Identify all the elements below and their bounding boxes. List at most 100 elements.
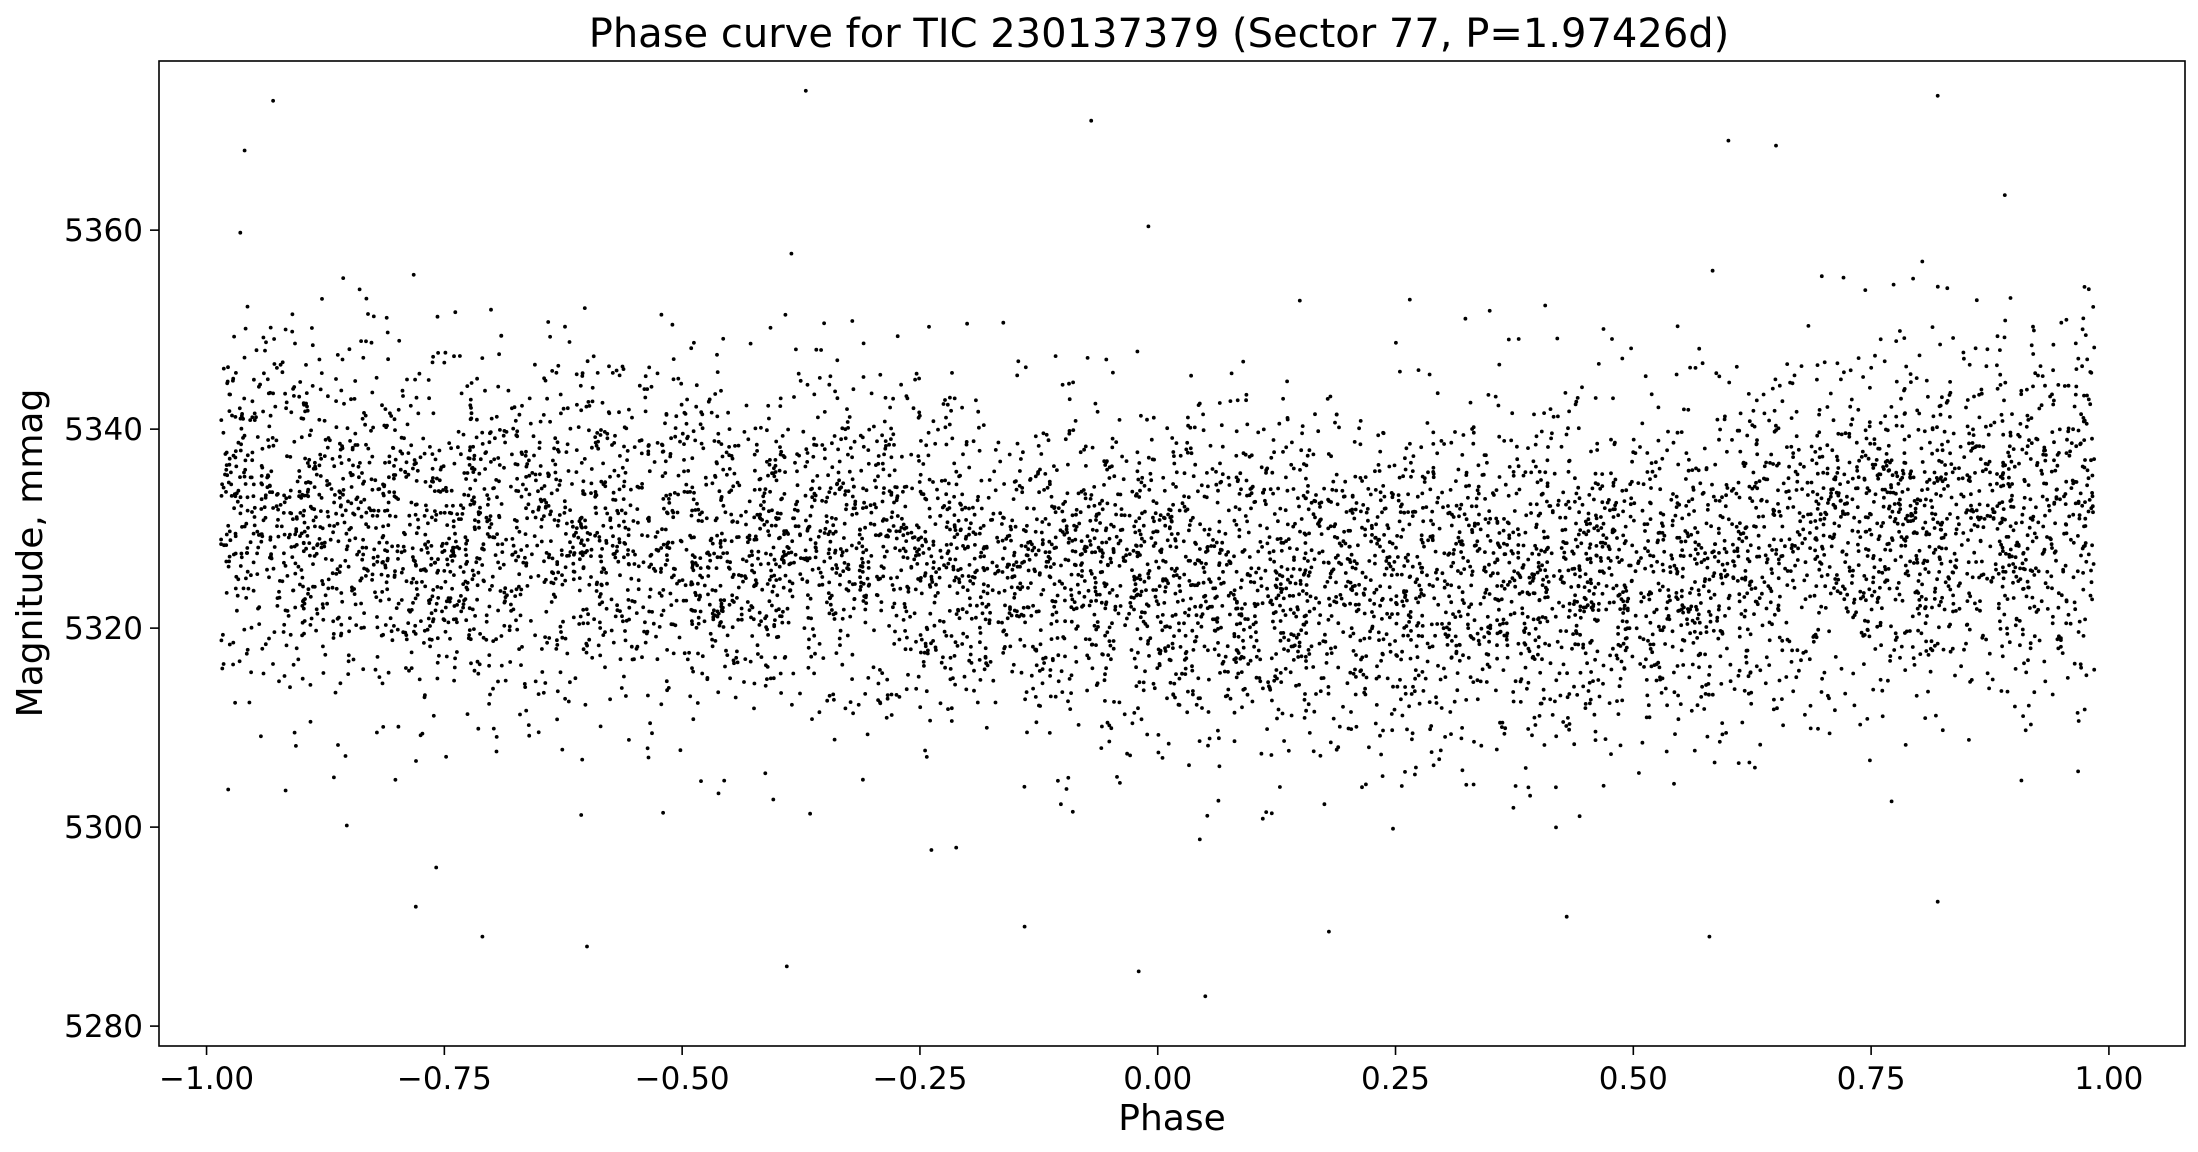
data-point [816,415,820,420]
data-point [869,510,874,515]
data-point [1142,579,1147,584]
data-point [1020,585,1025,589]
data-point [717,489,722,494]
data-point [789,251,794,256]
data-point [1291,466,1296,471]
data-point [431,479,435,484]
data-point [1935,425,1939,430]
data-point [1781,481,1786,486]
data-point [1372,602,1377,606]
data-point [1959,492,1964,497]
data-point [1322,486,1326,491]
data-point [1265,586,1269,591]
data-point [1111,524,1116,529]
data-point [713,473,717,478]
data-point [609,525,614,530]
data-point [968,579,973,583]
data-point [696,651,700,656]
data-point [828,529,832,534]
data-point [603,506,608,511]
data-point [695,501,699,506]
data-point [2006,467,2011,471]
data-point [1110,621,1114,626]
data-point [1307,448,1312,453]
data-point [261,409,265,414]
data-point [611,497,615,502]
data-point [839,437,843,442]
data-point [1900,468,1905,473]
data-point [370,578,374,582]
data-point [331,619,336,624]
data-point [238,230,243,235]
data-point [1926,570,1931,575]
data-point [1196,489,1200,494]
data-point [573,676,578,681]
data-point [596,439,600,444]
data-point [1040,542,1045,547]
data-point [1666,429,1670,434]
data-point [659,613,664,617]
data-point [1743,461,1748,466]
data-point [442,360,447,365]
data-point [443,629,448,634]
data-point [281,511,286,515]
data-point [442,569,447,573]
data-point [990,588,995,593]
data-point [1276,707,1281,712]
data-point [739,612,744,617]
data-point [301,401,306,406]
data-point [993,571,997,576]
data-point [1354,675,1358,679]
data-point [2011,596,2016,600]
data-point [626,552,630,557]
data-point [2031,352,2036,356]
data-point [1967,441,1971,446]
data-point [1881,521,1885,525]
data-point [1013,524,1018,529]
data-point [311,562,315,566]
data-point [854,546,859,551]
data-point [713,588,718,593]
data-point [291,517,295,521]
data-point [1101,551,1105,555]
data-point [752,706,756,711]
data-point [1232,597,1237,601]
data-point [1549,436,1553,441]
data-point [2008,430,2013,435]
data-point [513,550,518,555]
data-point [1253,614,1257,619]
data-point [1079,539,1084,543]
data-point [901,546,906,551]
data-point [1862,662,1866,666]
data-point [2088,593,2093,598]
data-point [1900,598,1905,603]
data-point [1220,444,1225,449]
data-point [2090,473,2095,478]
data-point [768,552,773,557]
data-point [2053,521,2058,526]
data-point [1502,586,1507,591]
data-point [293,561,298,566]
data-point [1033,434,1038,439]
data-point [484,619,489,624]
data-point [409,443,414,448]
data-point [578,383,583,388]
data-point [561,619,565,624]
data-point [1501,528,1506,533]
data-point [1747,484,1752,489]
data-point [2018,422,2023,426]
data-point [428,624,432,628]
data-point [1675,571,1679,576]
data-point [1447,627,1452,632]
data-point [1117,700,1122,705]
data-point [903,504,908,509]
data-point [1085,356,1090,360]
data-point [1103,606,1108,611]
data-point [585,538,590,542]
data-point [470,498,474,503]
data-point [1171,482,1175,486]
data-point [1286,648,1290,653]
data-point [1882,467,1886,471]
data-point [1908,559,1912,564]
data-point [691,429,696,434]
